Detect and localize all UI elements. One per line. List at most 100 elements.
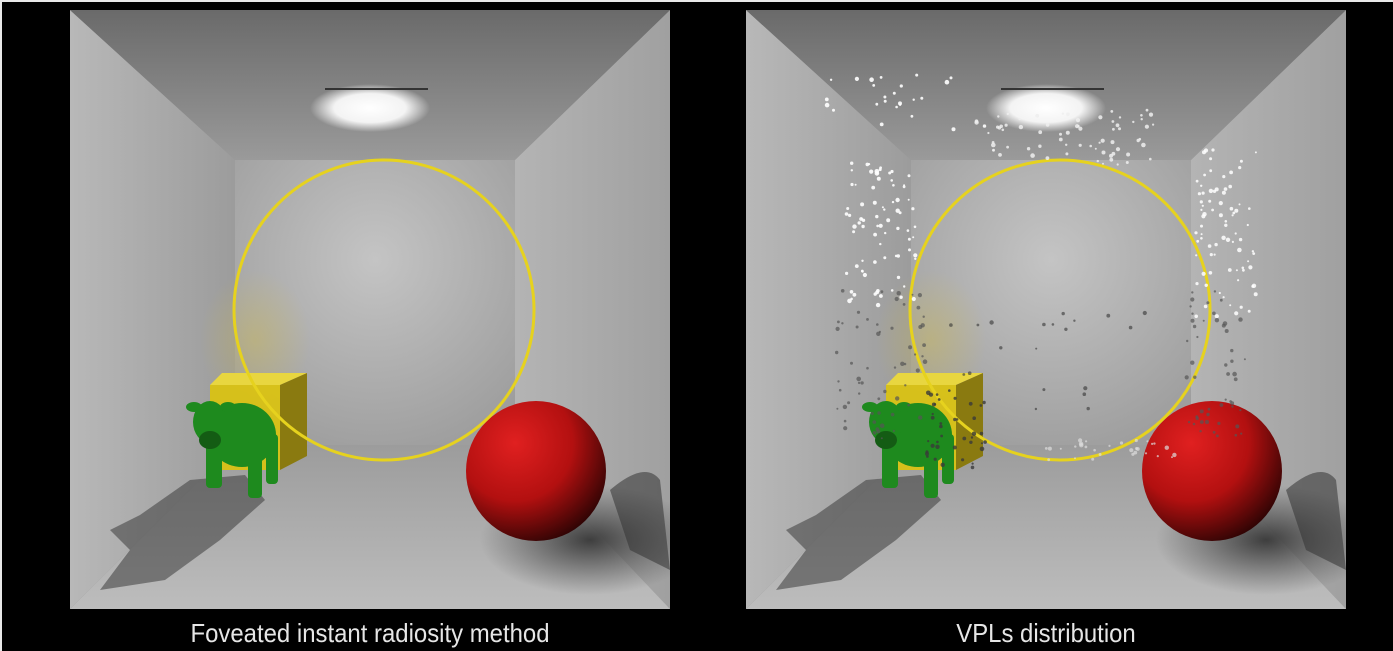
vpl-point xyxy=(870,412,874,415)
vpl-point xyxy=(1184,375,1189,380)
vpl-point xyxy=(939,422,943,425)
vpl-point xyxy=(896,226,900,231)
vpl-point xyxy=(1248,207,1251,210)
vpl-point xyxy=(1233,377,1238,382)
vpl-point xyxy=(1200,184,1203,187)
vpl-point xyxy=(850,297,853,301)
vpl-point xyxy=(883,208,886,211)
cube-side xyxy=(956,373,983,470)
vpl-point xyxy=(1190,318,1195,323)
vpl-point xyxy=(1199,430,1202,433)
vpl-point xyxy=(1096,159,1099,163)
vpl-point xyxy=(1238,317,1243,322)
vpl-point xyxy=(1135,447,1138,450)
vpl-point xyxy=(983,440,987,444)
vpl-point xyxy=(1061,311,1065,316)
vpl-point xyxy=(914,257,917,260)
vpl-point xyxy=(922,359,928,365)
vpl-point xyxy=(1110,110,1114,113)
vpl-point xyxy=(1142,310,1147,316)
vpl-point xyxy=(996,125,1000,129)
vpl-point xyxy=(1098,453,1102,456)
vpl-point xyxy=(1038,144,1042,148)
vpl-point xyxy=(1026,147,1031,151)
vpl-point xyxy=(1224,363,1228,367)
vpl-point xyxy=(992,148,995,152)
vpl-point xyxy=(922,315,925,318)
vpl-point xyxy=(1195,254,1198,257)
vpl-point xyxy=(1045,123,1050,127)
vpl-point xyxy=(883,256,887,260)
cow-shadow xyxy=(100,475,265,590)
vpl-point xyxy=(1171,456,1173,459)
vpl-point xyxy=(1200,233,1203,236)
vpl-point xyxy=(1047,458,1051,462)
vpl-point xyxy=(1140,114,1143,117)
vpl-point xyxy=(1132,120,1135,124)
vpl-point xyxy=(1223,187,1228,191)
vpl-point xyxy=(1065,152,1069,156)
vpl-point xyxy=(1219,403,1224,407)
vpl-point xyxy=(904,384,907,387)
vpl-point xyxy=(1100,138,1105,143)
vpl-point xyxy=(970,436,974,439)
vpl-point xyxy=(1186,339,1189,343)
vpl-point xyxy=(1094,147,1097,150)
vpl-point xyxy=(1061,112,1065,115)
vpl-point xyxy=(1218,213,1223,218)
vpl-point xyxy=(1119,441,1124,445)
vpl-point xyxy=(1136,138,1140,143)
vpl-point xyxy=(844,212,849,216)
vpl-point xyxy=(1109,157,1114,162)
vpl-point xyxy=(1004,123,1008,127)
vpl-point xyxy=(1192,422,1196,426)
vpl-point xyxy=(861,218,866,222)
vpl-point xyxy=(1156,455,1159,458)
vpl-point xyxy=(855,325,859,329)
vpl-point xyxy=(1224,329,1229,333)
vpl-point xyxy=(937,398,941,401)
vpl-point xyxy=(883,99,887,103)
vpl-point xyxy=(1093,448,1096,452)
vpl-point xyxy=(1219,298,1223,302)
vpl-point xyxy=(1115,123,1120,128)
vpl-point xyxy=(824,102,830,108)
vpl-point xyxy=(903,285,906,288)
vpl-point xyxy=(1230,359,1234,363)
vpl-point xyxy=(949,323,953,327)
vpl-point xyxy=(1018,117,1021,121)
vpl-point xyxy=(1145,108,1149,112)
vpl-point xyxy=(1065,130,1070,135)
vpl-point xyxy=(866,318,869,321)
vpl-point xyxy=(1199,409,1204,414)
vpl-point xyxy=(1192,324,1197,329)
vpl-point xyxy=(911,293,914,296)
vpl-point xyxy=(1116,163,1119,166)
vpl-point xyxy=(999,124,1003,129)
vpl-point xyxy=(914,353,917,356)
vpl-point xyxy=(997,115,1000,118)
vpl-point xyxy=(955,418,959,421)
vpl-point xyxy=(1217,421,1221,425)
vpl-point xyxy=(1232,371,1237,377)
vpl-point xyxy=(892,91,896,95)
vpl-point xyxy=(1212,189,1217,193)
vpl-point xyxy=(837,380,840,383)
red-sphere xyxy=(1142,401,1282,541)
vpl-point xyxy=(951,127,956,132)
vpl-point xyxy=(979,404,983,407)
vpl-point xyxy=(1075,118,1081,123)
render-panel-left xyxy=(70,10,670,609)
vpl-point xyxy=(962,373,966,376)
vpl-point xyxy=(998,153,1002,157)
vpl-point xyxy=(1229,206,1234,211)
vpl-point xyxy=(1083,386,1088,391)
vpl-point xyxy=(1208,188,1214,194)
vpl-point xyxy=(1238,237,1243,242)
vpl-point xyxy=(1224,223,1228,227)
vpl-point xyxy=(1218,201,1223,206)
vpl-point xyxy=(1086,406,1090,411)
vpl-point xyxy=(1051,323,1055,326)
vpl-point xyxy=(847,401,851,405)
vpl-point xyxy=(876,323,879,326)
